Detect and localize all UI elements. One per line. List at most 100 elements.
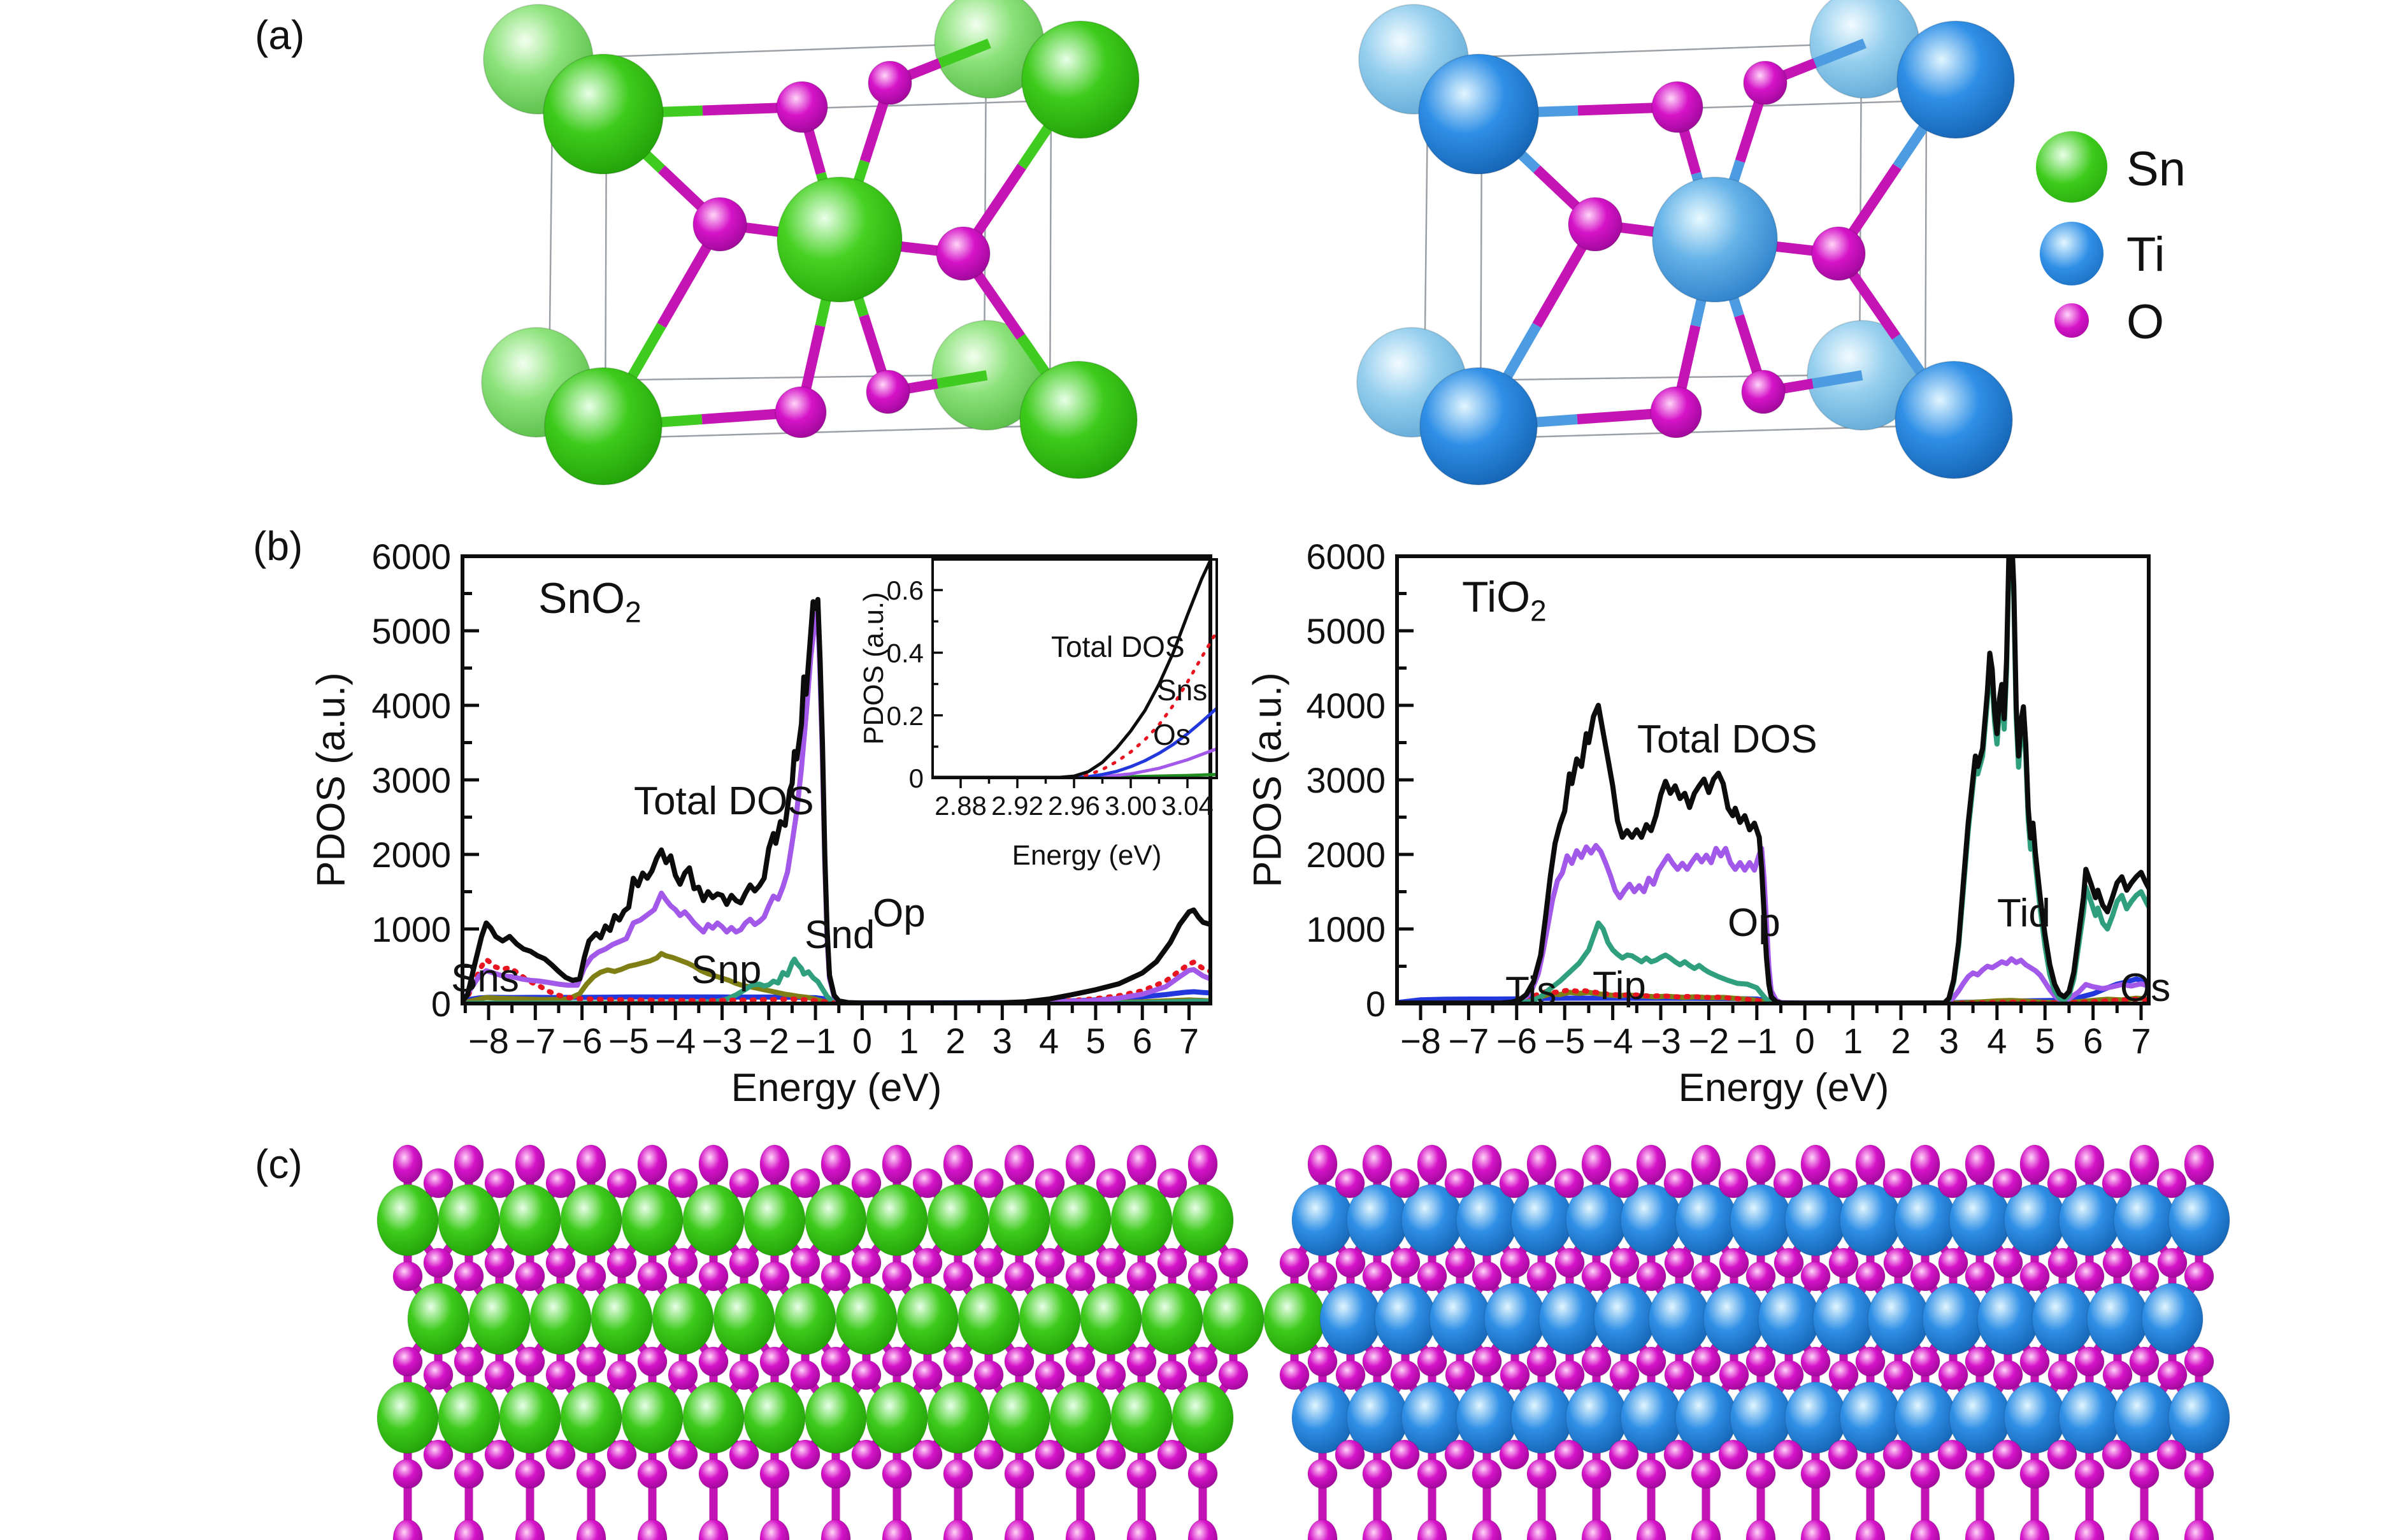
o-atom xyxy=(912,1360,943,1390)
x-tick-label: −5 xyxy=(608,1021,649,1061)
right-label-os: Os xyxy=(2120,966,2171,1010)
o-atom xyxy=(1126,1346,1157,1377)
structure-Ti xyxy=(1356,0,2015,486)
o-atom xyxy=(1004,1261,1035,1292)
o-atom xyxy=(606,1168,637,1198)
x-tick-label: −6 xyxy=(562,1021,603,1061)
o-atom xyxy=(1187,1261,1218,1292)
o-atom xyxy=(2129,1519,2160,1540)
x-tick-label: 1 xyxy=(899,1021,919,1061)
o-atom xyxy=(868,61,912,105)
o-atom xyxy=(973,1248,1004,1278)
right-label-tis: Tis xyxy=(1505,969,1557,1013)
o-atom xyxy=(1663,1168,1694,1198)
sn-atom xyxy=(560,1184,622,1256)
o-atom xyxy=(973,1168,1004,1198)
ti-atom xyxy=(1538,1283,1601,1355)
o-atom xyxy=(1065,1261,1096,1292)
left-plot-title: SnO2 xyxy=(538,573,641,630)
o-atom xyxy=(1855,1458,1886,1489)
o-atom xyxy=(1993,1360,2023,1390)
o-atom xyxy=(1065,1458,1096,1489)
o-atom xyxy=(1691,1346,1721,1377)
ti-atom xyxy=(1812,1283,1875,1355)
y-tick-label: 5000 xyxy=(371,611,451,651)
o-atom xyxy=(1096,1439,1126,1470)
inset-xaxis-title: Energy (eV) xyxy=(1012,840,1162,871)
o-atom xyxy=(882,1519,912,1540)
o-atom xyxy=(1096,1248,1126,1278)
o-atom xyxy=(1938,1360,1968,1390)
o-atom xyxy=(1526,1458,1557,1489)
o-atom xyxy=(1691,1261,1721,1292)
y-tick-label: 0.2 xyxy=(887,701,924,731)
sn-atom xyxy=(927,1184,989,1256)
y-tick-label: 2000 xyxy=(1306,835,1386,875)
o-atom xyxy=(2102,1360,2133,1390)
legend-label-sn: Sn xyxy=(2126,142,2186,196)
ti-atom xyxy=(2141,1283,2204,1355)
ti-atom xyxy=(1419,367,1538,486)
o-atom xyxy=(1362,1261,1393,1292)
x-tick-label: −1 xyxy=(795,1021,836,1061)
o-atom xyxy=(759,1346,790,1377)
o-atom xyxy=(2019,1144,2050,1184)
right-plot-title-text: TiO xyxy=(1462,573,1531,621)
sn-atom xyxy=(376,1381,439,1454)
o-atom xyxy=(1335,1168,1365,1198)
inset-label-os: Os xyxy=(1153,718,1191,751)
o-atom xyxy=(1526,1346,1557,1377)
o-atom xyxy=(1472,1458,1502,1489)
o-atom xyxy=(729,1360,759,1390)
o-atom xyxy=(1444,1439,1475,1470)
o-atom xyxy=(1636,1346,1666,1377)
o-atom xyxy=(1581,1261,1612,1292)
o-atom xyxy=(790,1439,821,1470)
o-atom xyxy=(423,1168,454,1198)
series-op xyxy=(1397,843,2149,1004)
o-atom xyxy=(515,1261,545,1292)
o-atom xyxy=(2047,1168,2077,1198)
o-atom xyxy=(1445,1248,1475,1278)
ti-atom xyxy=(1977,1283,2039,1355)
o-atom xyxy=(2156,1439,2187,1470)
o-atom xyxy=(1526,1519,1557,1540)
o-atom xyxy=(1307,1346,1338,1377)
left-plot-title-sub: 2 xyxy=(625,595,641,629)
o-atom xyxy=(1745,1144,1776,1184)
o-atom xyxy=(1126,1144,1157,1184)
o-atom xyxy=(1445,1360,1475,1390)
o-atom xyxy=(2184,1144,2214,1184)
o-atom xyxy=(1745,1458,1776,1489)
o-atom xyxy=(2184,1261,2214,1292)
o-atom xyxy=(1035,1168,1065,1198)
sn-atom xyxy=(1110,1381,1173,1454)
o-atom xyxy=(1855,1346,1886,1377)
y-tick-label: 3000 xyxy=(1306,760,1386,800)
o-atom xyxy=(1882,1439,1913,1470)
legend-label-o: O xyxy=(2126,295,2165,349)
plot-tio2: −8 −7 −6 −5 −4 −3 −2 −1 0 1 2 3 4 5 6 70100020003000400… xyxy=(1306,536,2151,1061)
o-atom xyxy=(1609,1248,1640,1278)
o-atom xyxy=(692,197,747,252)
o-atom xyxy=(2102,1168,2132,1198)
x-tick-label: 2 xyxy=(1891,1021,1910,1061)
sn-atom xyxy=(1019,361,1138,479)
o-atom xyxy=(1811,226,1866,281)
x-tick-label: 5 xyxy=(2035,1021,2055,1061)
o-atom xyxy=(606,1360,637,1390)
o-atom xyxy=(1004,1144,1035,1184)
o-atom xyxy=(1279,1248,1310,1278)
ti-atom xyxy=(2086,1283,2149,1355)
o-atom xyxy=(2157,1248,2188,1278)
y-tick-label: 1000 xyxy=(371,909,451,949)
right-label-tip: Tip xyxy=(1593,964,1646,1008)
o-atom xyxy=(1800,1519,1831,1540)
sn-atom xyxy=(1049,1184,1112,1256)
ti-atom xyxy=(1895,361,2013,479)
o-atom xyxy=(1472,1519,1502,1540)
o-atom xyxy=(1307,1144,1338,1184)
o-atom xyxy=(1004,1346,1035,1377)
y-tick-label: 4000 xyxy=(1306,686,1386,726)
